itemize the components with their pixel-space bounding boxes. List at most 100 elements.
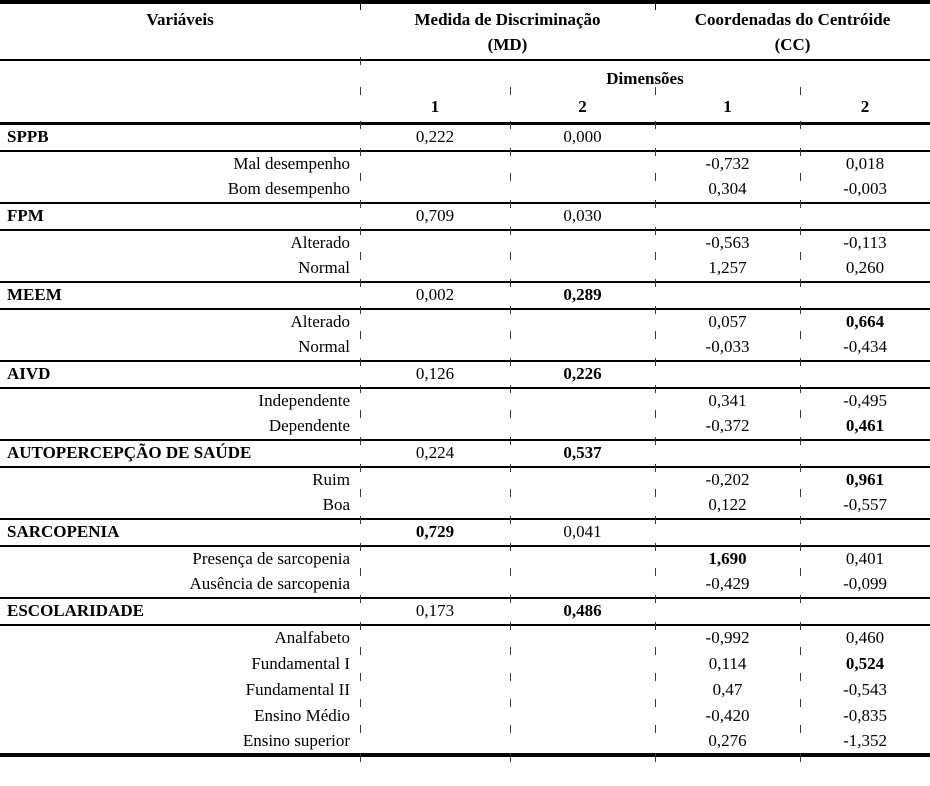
header-cc-dim-2: 2 xyxy=(799,87,930,125)
table-row: Normal 1,257 0,260 xyxy=(0,251,930,282)
variable-label: ESCOLARIDADE xyxy=(7,601,144,620)
header-row-dimension-numbers: 1 2 1 2 xyxy=(0,87,930,125)
category-label: Ensino Médio xyxy=(254,705,350,725)
category-label: Alterado xyxy=(290,312,350,331)
value-cell: 0,729 xyxy=(359,514,510,546)
header-row-dimensions: Dimensões xyxy=(0,56,930,91)
header-cc-dim-1: 1 xyxy=(654,87,801,125)
table-row: Ausência de sarcopenia -0,429 -0,099 xyxy=(0,567,930,598)
value-cell xyxy=(654,356,800,388)
header-md-dim-2: 2 xyxy=(509,87,656,125)
category-label: Alterado xyxy=(290,233,350,252)
category-label: Normal xyxy=(298,258,350,277)
table-row: Alterado 0,057 0,664 xyxy=(0,304,930,335)
table-row: Mal desempenho -0,732 0,018 xyxy=(0,146,930,177)
value-cell xyxy=(359,620,510,651)
header-centroid-coordinates: Coordenadas do Centróide (CC) xyxy=(654,0,930,61)
value-cell xyxy=(799,593,930,625)
value-cell xyxy=(654,435,800,467)
variable-label: FPM xyxy=(7,206,44,225)
value-cell xyxy=(359,172,510,203)
value-cell xyxy=(359,383,510,414)
value-cell: 0,276 xyxy=(654,724,800,762)
value-cell: -0,992 xyxy=(654,620,800,651)
header-spacer xyxy=(0,60,360,91)
value-cell: -0,033 xyxy=(654,330,800,361)
header-variables: Variáveis xyxy=(0,2,360,61)
value-cell xyxy=(359,304,510,335)
table-row: Bom desempenho 0,304 -0,003 xyxy=(0,172,930,203)
table-row: AIVD 0,126 0,226 xyxy=(0,356,930,388)
table-row: Normal -0,033 -0,434 xyxy=(0,330,930,361)
discrimination-centroid-table: Variáveis Medida de Discriminação (MD) C… xyxy=(0,0,930,762)
value-cell: -0,372 xyxy=(654,409,800,440)
table-row: Ensino superior 0,276 -1,352 xyxy=(0,724,930,762)
category-label: Boa xyxy=(322,495,350,514)
table-row: Independente 0,341 -0,495 xyxy=(0,383,930,414)
value-cell: 0,461 xyxy=(799,409,930,440)
value-cell xyxy=(799,514,930,546)
variable-label: MEEM xyxy=(7,285,62,304)
value-cell: 0,664 xyxy=(799,304,930,335)
value-cell: -0,835 xyxy=(799,698,930,729)
value-cell xyxy=(509,646,655,677)
value-cell: 0,018 xyxy=(799,146,930,177)
category-label: Normal xyxy=(298,337,350,356)
variable-label: SARCOPENIA xyxy=(7,522,120,541)
value-cell: 1,257 xyxy=(654,251,800,282)
category-label: Bom desempenho xyxy=(227,179,350,198)
value-cell xyxy=(509,620,655,651)
value-cell xyxy=(799,435,930,467)
table-row: Ruim -0,202 0,961 xyxy=(0,462,930,493)
value-cell: 0,222 xyxy=(359,119,510,151)
value-cell: -0,003 xyxy=(799,172,930,203)
table-row: MEEM 0,002 0,289 xyxy=(0,277,930,309)
category-label: Mal desempenho xyxy=(233,154,350,173)
value-cell xyxy=(509,567,655,598)
value-cell: 0,709 xyxy=(359,198,510,230)
value-cell: -0,563 xyxy=(654,225,800,256)
value-cell: 0,226 xyxy=(509,356,655,388)
header-row-groups: Variáveis Medida de Discriminação (MD) C… xyxy=(0,0,930,61)
value-cell: 1,690 xyxy=(654,541,800,572)
value-cell: 0,224 xyxy=(359,435,510,467)
category-label: Independente xyxy=(258,391,350,410)
value-cell: 0,524 xyxy=(799,646,930,677)
value-cell: 0,304 xyxy=(654,172,800,203)
value-cell: -0,420 xyxy=(654,698,800,729)
value-cell xyxy=(359,724,510,762)
value-cell xyxy=(359,488,510,519)
value-cell xyxy=(509,488,655,519)
value-cell xyxy=(799,277,930,309)
value-cell: 0,030 xyxy=(509,198,655,230)
value-cell xyxy=(359,698,510,729)
value-cell xyxy=(359,541,510,572)
header-discrimination-measure: Medida de Discriminação (MD) xyxy=(359,0,656,61)
value-cell: 0,401 xyxy=(799,541,930,572)
value-cell: 0,537 xyxy=(509,435,655,467)
value-cell xyxy=(359,225,510,256)
value-cell xyxy=(359,251,510,282)
value-cell xyxy=(509,330,655,361)
value-cell xyxy=(799,356,930,388)
value-cell xyxy=(654,514,800,546)
table-row: Dependente -0,372 0,461 xyxy=(0,409,930,440)
category-label: Ruim xyxy=(312,470,350,489)
variable-label: SPPB xyxy=(7,127,49,147)
value-cell xyxy=(799,119,930,151)
value-cell xyxy=(509,541,655,572)
value-cell: -0,434 xyxy=(799,330,930,361)
value-cell xyxy=(509,409,655,440)
table-row: SPPB 0,222 0,000 xyxy=(0,119,930,151)
value-cell: 0,341 xyxy=(654,383,800,414)
category-label: Fundamental II xyxy=(245,679,350,699)
variable-label: AIVD xyxy=(7,364,51,383)
header-variables-label: Variáveis xyxy=(146,10,214,29)
value-cell: 0,126 xyxy=(359,356,510,388)
value-cell: 0,289 xyxy=(509,277,655,309)
value-cell: -0,732 xyxy=(654,146,800,177)
table-row: SARCOPENIA 0,729 0,041 xyxy=(0,514,930,546)
header-md-abbr: (MD) xyxy=(487,35,528,54)
value-cell xyxy=(509,383,655,414)
